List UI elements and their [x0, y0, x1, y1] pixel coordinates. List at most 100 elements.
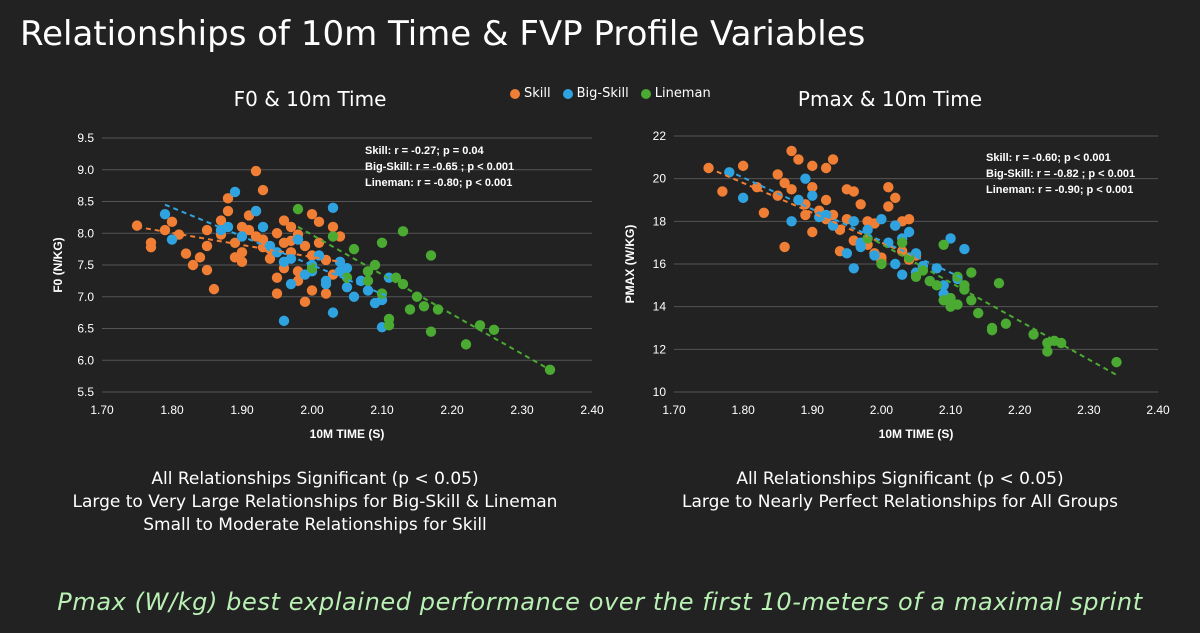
- data-point-big-skill: [800, 173, 811, 184]
- x-tick-label: 2.20: [440, 403, 464, 417]
- left-caption-line-1: All Relationships Significant (p < 0.05): [151, 469, 479, 489]
- data-point-big-skill: [222, 221, 234, 233]
- x-tick-label: 1.90: [801, 403, 825, 417]
- legend-item-lineman: Lineman: [640, 86, 711, 101]
- data-point-skill: [229, 252, 241, 263]
- data-point-skill: [159, 224, 171, 236]
- y-tick-label: 16: [653, 257, 667, 271]
- data-point-skill: [903, 214, 915, 225]
- legend-marker-big-skill: [562, 88, 573, 99]
- data-point-skill: [278, 215, 290, 226]
- data-point-skill: [786, 145, 797, 157]
- chart-title: F0 & 10m Time: [234, 87, 387, 111]
- right-caption-line-2: Large to Nearly Perfect Relationships fo…: [682, 492, 1118, 512]
- stat-line: Skill: r = -0.27; p = 0.04: [365, 145, 484, 157]
- data-point-big-skill: [348, 291, 360, 302]
- data-point-lineman: [938, 239, 949, 250]
- data-point-skill: [222, 193, 234, 204]
- trendline-skill: [708, 167, 917, 259]
- y-tick-label: 9.5: [77, 131, 94, 145]
- data-point-skill: [313, 237, 325, 248]
- data-point-skill: [313, 216, 325, 228]
- legend-item-skill: Skill: [510, 86, 551, 101]
- data-point-skill: [250, 165, 262, 177]
- data-point-skill: [703, 162, 714, 174]
- data-point-lineman: [327, 231, 339, 242]
- data-point-skill: [758, 207, 770, 218]
- x-tick-label: 2.40: [1146, 403, 1170, 417]
- legend-marker-skill: [510, 88, 520, 99]
- data-point-big-skill: [841, 248, 853, 259]
- legend-label-big-skill: Big-Skill: [576, 86, 629, 101]
- data-point-skill: [793, 154, 804, 165]
- data-point-lineman: [376, 237, 388, 248]
- data-point-big-skill: [737, 192, 749, 204]
- trendline-lineman: [867, 235, 1118, 376]
- data-point-skill: [187, 259, 199, 271]
- data-point-lineman: [362, 275, 374, 287]
- legend-marker-lineman: [640, 88, 651, 99]
- x-tick-label: 2.30: [1077, 403, 1101, 417]
- data-point-big-skill: [945, 233, 956, 244]
- data-point-skill: [243, 224, 255, 236]
- trendline-lineman: [297, 226, 551, 371]
- data-point-big-skill: [264, 240, 276, 252]
- data-point-lineman: [876, 258, 887, 270]
- stat-line: Lineman: r = -0.90; p < 0.001: [986, 184, 1133, 196]
- y-tick-label: 20: [653, 172, 667, 186]
- data-point-lineman: [474, 320, 486, 331]
- data-point-big-skill: [320, 278, 332, 290]
- data-point-skill: [883, 201, 894, 212]
- legend-item-big-skill: Big-Skill: [562, 86, 629, 101]
- data-point-lineman: [966, 267, 977, 278]
- data-point-skill: [320, 288, 332, 299]
- data-point-lineman: [292, 203, 304, 215]
- data-point-lineman: [993, 278, 1005, 289]
- right-caption: All Relationships Significant (p < 0.05)…: [610, 468, 1190, 514]
- data-point-skill: [800, 209, 811, 221]
- x-tick-label: 2.00: [300, 403, 324, 417]
- data-point-lineman: [1111, 356, 1122, 368]
- y-tick-label: 9.0: [77, 163, 94, 177]
- data-point-skill: [827, 154, 839, 165]
- data-point-big-skill: [786, 216, 797, 227]
- legend-label-lineman: Lineman: [654, 86, 711, 101]
- data-point-skill: [285, 221, 297, 233]
- data-point-skill: [271, 272, 283, 283]
- data-point-skill: [820, 162, 832, 174]
- x-tick-label: 2.10: [370, 403, 394, 417]
- data-point-lineman: [460, 339, 472, 350]
- data-point-skill: [779, 177, 790, 189]
- data-point-skill: [299, 296, 311, 308]
- data-point-skill: [786, 184, 797, 195]
- data-point-lineman: [397, 278, 409, 290]
- left-caption-line-3: Small to Moderate Relationships for Skil…: [143, 515, 487, 535]
- x-tick-label: 1.80: [731, 403, 755, 417]
- x-tick-label: 1.90: [230, 403, 254, 417]
- data-point-big-skill: [285, 253, 297, 264]
- data-point-skill: [299, 240, 311, 252]
- y-tick-label: 6.0: [77, 353, 94, 367]
- data-point-skill: [807, 182, 818, 193]
- data-point-lineman: [986, 322, 998, 334]
- data-point-big-skill: [807, 190, 818, 201]
- data-point-skill: [194, 252, 206, 263]
- data-point-skill: [306, 209, 318, 220]
- data-point-skill: [201, 264, 213, 276]
- data-point-lineman: [397, 226, 409, 237]
- page-title: Relationships of 10m Time & FVP Profile …: [20, 14, 866, 54]
- y-tick-label: 8.0: [77, 226, 94, 240]
- data-point-lineman: [306, 262, 318, 274]
- data-point-skill: [327, 221, 339, 233]
- data-point-lineman: [488, 324, 500, 335]
- data-point-skill: [890, 192, 901, 204]
- data-point-lineman: [418, 301, 430, 312]
- data-point-big-skill: [890, 258, 901, 270]
- chart-title: Pmax & 10m Time: [798, 87, 982, 111]
- left-caption: All Relationships Significant (p < 0.05)…: [20, 468, 610, 537]
- data-point-lineman: [425, 250, 437, 261]
- y-tick-label: 10: [653, 385, 667, 399]
- y-tick-label: 22: [653, 129, 667, 143]
- data-point-big-skill: [285, 278, 297, 290]
- x-tick-label: 2.30: [510, 403, 534, 417]
